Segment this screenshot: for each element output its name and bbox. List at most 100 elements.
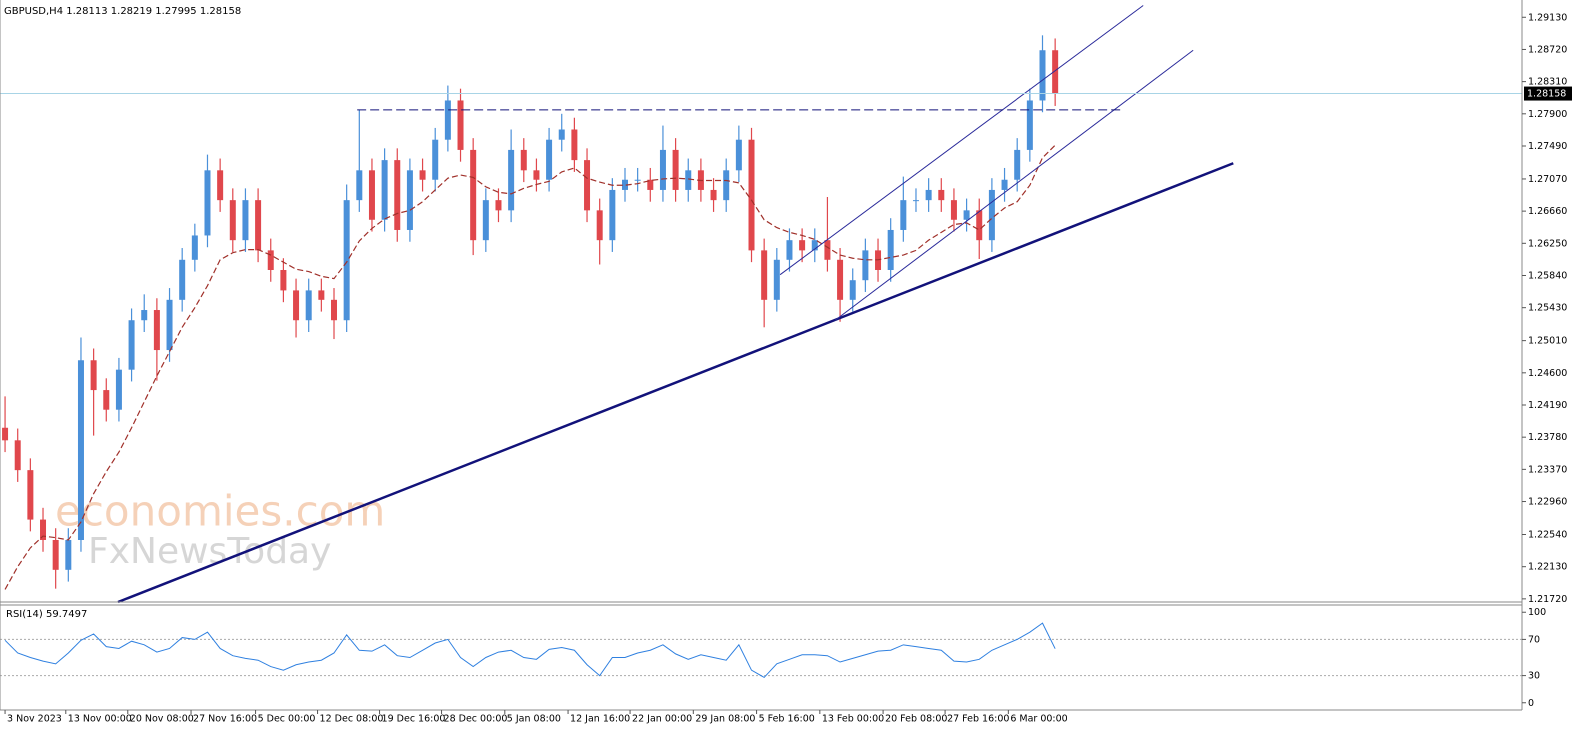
candle-body (217, 170, 224, 201)
y-tick-label: 1.22960 (1528, 497, 1567, 508)
x-tick-label: 5 Feb 16:00 (759, 714, 815, 725)
candle-body (457, 100, 464, 150)
x-tick-label: 27 Feb 16:00 (947, 714, 1009, 725)
candle-body (925, 189, 932, 201)
candle-body (368, 170, 375, 220)
x-tick-label: 29 Jan 08:00 (695, 714, 755, 725)
y-tick-label: 1.27900 (1528, 109, 1567, 120)
candle-body (546, 139, 553, 180)
trend-line (117, 162, 1234, 604)
x-tick-label: 6 Mar 00:00 (1010, 714, 1067, 725)
candle-body (533, 170, 540, 180)
y-tick-label: 1.23370 (1528, 464, 1567, 475)
y-tick-label: 1.24600 (1528, 368, 1567, 379)
x-tick-label: 22 Jan 00:00 (632, 714, 692, 725)
candle-body (65, 539, 72, 570)
candle-body (621, 179, 628, 190)
y-tick-label: 1.24190 (1528, 400, 1567, 411)
candle-body (432, 139, 439, 180)
rsi-line (4, 622, 1056, 679)
candle-body (976, 210, 983, 241)
candle-body (27, 470, 34, 520)
plot (0, 5, 1522, 679)
x-tick-label: 19 Dec 16:00 (382, 714, 446, 725)
y-tick-label: 1.26660 (1528, 206, 1567, 217)
candle-body (166, 299, 173, 351)
candle-body (824, 240, 831, 260)
candle-body (128, 320, 135, 370)
chart-title: GBPUSD,H4 1.28113 1.28219 1.27995 1.2815… (4, 6, 241, 17)
y-tick-label: 1.25010 (1528, 336, 1567, 347)
candle-body (596, 210, 603, 241)
moving-average (4, 144, 1056, 590)
candle-body (950, 200, 957, 220)
candle-body (571, 129, 578, 161)
candle-body (419, 170, 426, 180)
candle-body (1052, 50, 1059, 94)
x-tick-label: 12 Jan 16:00 (570, 714, 630, 725)
candle-body (887, 229, 894, 270)
candle-body (444, 100, 451, 140)
candle-body (204, 170, 211, 236)
x-tick-label: 3 Nov 2023 (7, 714, 62, 725)
candle-body (77, 360, 84, 540)
x-tick-label: 13 Feb 00:00 (822, 714, 884, 725)
candle-body (482, 200, 489, 241)
candle-body (799, 240, 806, 251)
candle-body (558, 129, 565, 140)
candle-body (381, 160, 388, 220)
candle-body (963, 210, 970, 220)
candle-body (735, 139, 742, 171)
candle-body (103, 390, 110, 410)
candle-body (2, 427, 9, 441)
y-tick-label: 30 (1528, 671, 1540, 682)
candle-body (343, 200, 350, 321)
candle-body (508, 149, 515, 211)
candle-body (761, 250, 768, 300)
x-tick-label: 13 Nov 00:00 (68, 714, 132, 725)
candle-body (179, 259, 186, 300)
candle-body (988, 189, 995, 241)
candle-body (723, 170, 730, 201)
candle-body (293, 290, 300, 321)
candle-body (659, 149, 666, 190)
y-tick-label: 1.22130 (1528, 562, 1567, 573)
candle-body (318, 290, 325, 300)
candle-body (1026, 100, 1033, 150)
candle-body (1014, 149, 1021, 180)
candle-body (305, 290, 312, 321)
trend-line (779, 5, 1144, 276)
trend-line (834, 49, 1194, 321)
candle-body (837, 259, 844, 300)
candle-body (1001, 179, 1008, 190)
candle-body (584, 160, 591, 211)
candle-body (229, 200, 236, 241)
candle-body (912, 200, 919, 202)
y-tick-label: 1.27070 (1528, 174, 1567, 185)
candle-body (710, 189, 717, 201)
rsi-title: RSI(14) 59.7497 (6, 609, 87, 620)
candle-body (255, 200, 262, 251)
candle-body (242, 200, 249, 241)
candle-body (811, 240, 818, 251)
candle-body (938, 189, 945, 201)
candle-body (900, 200, 907, 230)
candle-body (153, 310, 160, 351)
current-price-label: 1.28158 (1527, 89, 1566, 100)
x-tick-label: 12 Dec 08:00 (320, 714, 384, 725)
watermark: economies.com (55, 487, 385, 536)
candle-body (267, 250, 274, 270)
current-price-box (1524, 86, 1572, 101)
candle-body (520, 149, 527, 171)
y-tick-label: 1.22540 (1528, 530, 1567, 541)
x-tick-label: 5 Dec 00:00 (258, 714, 316, 725)
candle-body (406, 170, 413, 230)
y-tick-label: 1.26250 (1528, 238, 1567, 249)
candle-body (40, 519, 47, 540)
candle-body (609, 189, 616, 241)
candle-body (470, 149, 477, 241)
candle-body (280, 269, 287, 291)
candle-body (1039, 50, 1046, 101)
